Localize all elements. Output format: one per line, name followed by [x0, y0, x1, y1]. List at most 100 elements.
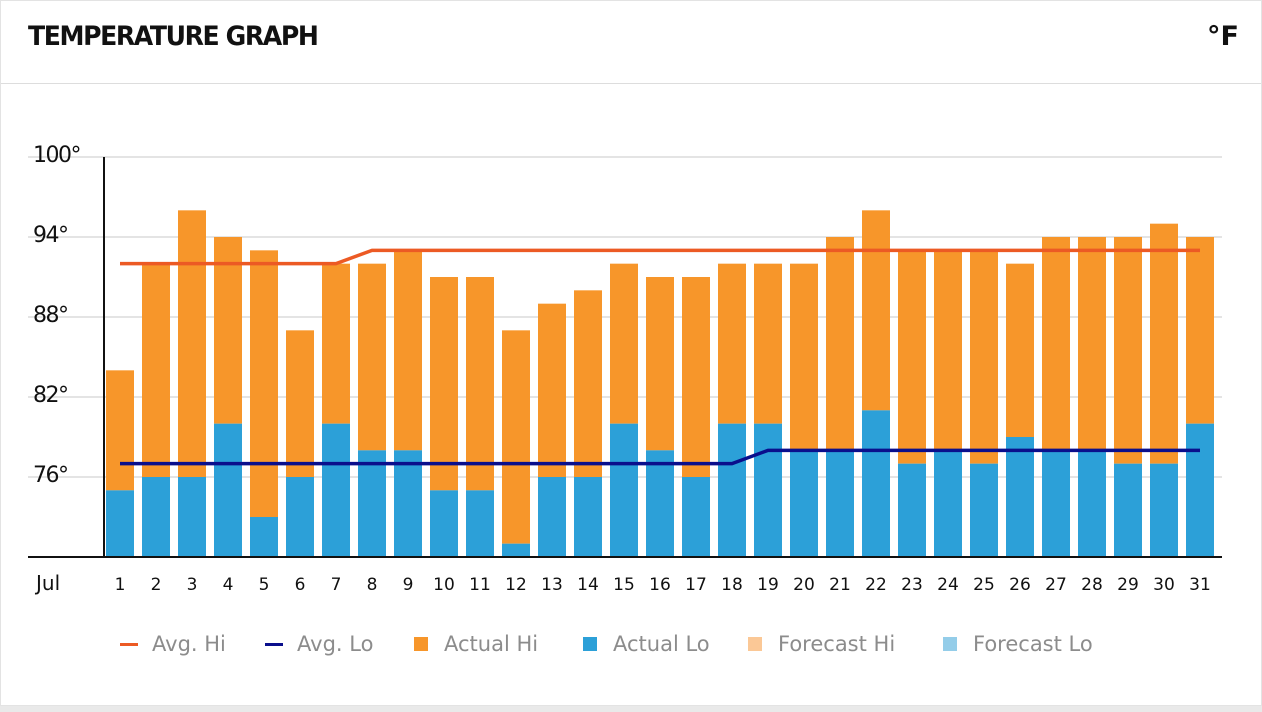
- x-tick-label: 14: [577, 575, 599, 595]
- bar-actual-lo[interactable]: [214, 423, 242, 557]
- bar-actual-hi[interactable]: [646, 277, 674, 451]
- bar-actual-lo[interactable]: [1078, 450, 1106, 557]
- bar-actual-lo[interactable]: [106, 490, 134, 557]
- unit-toggle[interactable]: °F: [1207, 21, 1239, 52]
- bar-actual-lo[interactable]: [322, 423, 350, 557]
- bar-actual-lo[interactable]: [142, 477, 170, 557]
- bar-actual-lo[interactable]: [358, 450, 386, 557]
- bar-actual-hi[interactable]: [682, 277, 710, 477]
- x-tick-label: 18: [721, 575, 743, 595]
- bar-actual-hi[interactable]: [934, 250, 962, 451]
- bar-actual-hi[interactable]: [754, 263, 782, 424]
- y-tick-label: 100°: [33, 143, 80, 168]
- bar-actual-hi[interactable]: [178, 210, 206, 478]
- legend-item-avg-hi[interactable]: Avg. Hi: [120, 629, 226, 659]
- x-tick-label: 9: [403, 575, 414, 595]
- bar-actual-hi[interactable]: [1042, 237, 1070, 451]
- bar-actual-lo[interactable]: [826, 450, 854, 557]
- bar-actual-hi[interactable]: [214, 237, 242, 424]
- legend-item-actual-hi[interactable]: Actual Hi: [414, 629, 538, 659]
- bar-actual-lo[interactable]: [934, 450, 962, 557]
- y-tick-label: 82°: [33, 383, 68, 408]
- bar-actual-lo[interactable]: [466, 490, 494, 557]
- bar-actual-lo[interactable]: [1186, 423, 1214, 557]
- bar-actual-lo[interactable]: [898, 463, 926, 557]
- x-tick-label: 10: [433, 575, 455, 595]
- bar-actual-lo[interactable]: [574, 477, 602, 557]
- legend-item-forecast-lo[interactable]: Forecast Lo: [943, 629, 1093, 659]
- bar-actual-lo[interactable]: [394, 450, 422, 557]
- x-tick-label: 26: [1009, 575, 1031, 595]
- legend-label: Actual Hi: [444, 632, 539, 656]
- bar-actual-hi[interactable]: [502, 330, 530, 544]
- bar-actual-hi[interactable]: [322, 263, 350, 424]
- bar-actual-hi[interactable]: [898, 250, 926, 464]
- bar-actual-hi[interactable]: [1114, 237, 1142, 464]
- x-tick-label: 21: [829, 575, 851, 595]
- bar-actual-hi[interactable]: [970, 250, 998, 464]
- bar-actual-lo[interactable]: [430, 490, 458, 557]
- bars: [106, 210, 1214, 557]
- bar-actual-lo[interactable]: [970, 463, 998, 557]
- bar-actual-lo[interactable]: [610, 423, 638, 557]
- bar-actual-hi[interactable]: [106, 370, 134, 491]
- bar-actual-hi[interactable]: [1186, 237, 1214, 424]
- bar-actual-lo[interactable]: [790, 450, 818, 557]
- tick-labels: 100°94°88°82°76°1 2 3 4 5 6 7 8 9 10 11 12 13 14 15 16 1…: [33, 143, 1211, 595]
- bar-actual-hi[interactable]: [394, 250, 422, 451]
- bar-actual-hi[interactable]: [538, 303, 566, 477]
- x-tick-label: 13: [541, 575, 563, 595]
- bar-actual-lo[interactable]: [1150, 463, 1178, 557]
- bar-actual-hi[interactable]: [430, 277, 458, 491]
- average-lines: [120, 248, 1200, 466]
- bar-actual-hi[interactable]: [790, 263, 818, 451]
- bar-actual-lo[interactable]: [286, 477, 314, 557]
- bar-actual-lo[interactable]: [1114, 463, 1142, 557]
- bar-actual-hi[interactable]: [718, 263, 746, 424]
- bar-actual-hi[interactable]: [286, 330, 314, 477]
- bar-actual-hi[interactable]: [250, 250, 278, 518]
- y-tick-label: 88°: [33, 303, 68, 328]
- x-tick-label: 7: [331, 575, 342, 595]
- bar-actual-hi[interactable]: [826, 237, 854, 451]
- legend-label: Forecast Lo: [973, 632, 1093, 656]
- bar-actual-hi[interactable]: [862, 210, 890, 411]
- legend-item-forecast-hi[interactable]: Forecast Hi: [748, 629, 895, 659]
- legend-item-actual-lo[interactable]: Actual Lo: [583, 629, 710, 659]
- x-tick-label: 27: [1045, 575, 1067, 595]
- bar-actual-lo[interactable]: [1042, 450, 1070, 557]
- bar-actual-hi[interactable]: [1150, 223, 1178, 464]
- bar-actual-hi[interactable]: [1078, 237, 1106, 451]
- chart-legend: Avg. Hi Avg. Lo Actual Hi Actual Lo Forecast…: [108, 629, 1208, 659]
- bar-actual-lo[interactable]: [646, 450, 674, 557]
- bar-actual-hi[interactable]: [358, 263, 386, 451]
- axes: [28, 157, 1222, 558]
- x-tick-label: 23: [901, 575, 923, 595]
- bar-actual-hi[interactable]: [1006, 263, 1034, 437]
- x-tick-label: 6: [295, 575, 306, 595]
- bar-actual-lo[interactable]: [682, 477, 710, 557]
- graph-title: TEMPERATURE GRAPH: [28, 21, 319, 52]
- bar-actual-lo[interactable]: [538, 477, 566, 557]
- legend-label: Forecast Hi: [778, 632, 896, 656]
- bar-actual-lo[interactable]: [502, 543, 530, 557]
- bar-actual-lo[interactable]: [718, 423, 746, 557]
- bar-actual-lo[interactable]: [754, 423, 782, 557]
- bar-actual-hi[interactable]: [466, 277, 494, 491]
- bar-actual-lo[interactable]: [178, 477, 206, 557]
- bar-actual-hi[interactable]: [142, 263, 170, 477]
- bar-actual-lo[interactable]: [862, 410, 890, 557]
- x-tick-label: 29: [1117, 575, 1139, 595]
- legend-label: Avg. Lo: [297, 632, 374, 656]
- card-header: TEMPERATURE GRAPH °F: [1, 1, 1261, 84]
- bar-actual-hi[interactable]: [610, 263, 638, 424]
- x-tick-label: 19: [757, 575, 779, 595]
- x-tick-label: 3: [187, 575, 198, 595]
- x-tick-label: 22: [865, 575, 887, 595]
- bar-actual-lo[interactable]: [250, 517, 278, 557]
- bar-actual-lo[interactable]: [1006, 437, 1034, 557]
- bar-actual-hi[interactable]: [574, 290, 602, 477]
- legend-swatch: [943, 637, 957, 651]
- avg-lo-line: [120, 448, 1200, 466]
- legend-item-avg-lo[interactable]: Avg. Lo: [265, 629, 373, 659]
